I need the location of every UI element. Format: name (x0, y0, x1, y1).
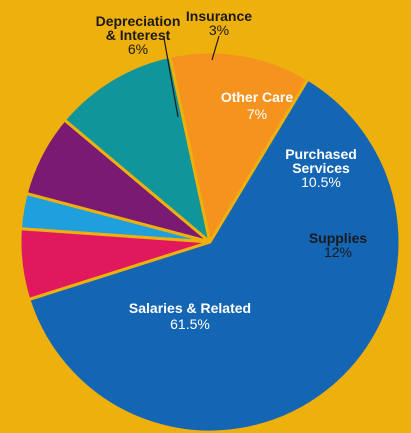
slice-name-purchased-services: Purchased (285, 146, 357, 162)
slice-labels: Insurance 3% Other Care 7% Purchased Services… (96, 8, 368, 332)
slice-name-insurance: Insurance (186, 8, 252, 24)
slice-name-depreciation-interest: Depreciation (96, 13, 181, 29)
slice-value-supplies: 12% (324, 244, 352, 260)
pie-slice-purchased-services (62, 54, 212, 244)
slice-label-purchased-services: Purchased Services 10.5% (285, 146, 357, 190)
pie-slice-depreciation-interest (18, 227, 212, 301)
slice-value-purchased-services: 10.5% (301, 174, 341, 190)
slice-label-depreciation-interest: Depreciation & Interest 6% (96, 13, 181, 57)
slice-label-supplies: Supplies 12% (309, 230, 368, 260)
slice-name-supplies: Supplies (309, 230, 368, 246)
slice-label-other-care: Other Care 7% (221, 89, 294, 122)
slice-value-depreciation-interest: 6% (128, 41, 148, 57)
slice-name-purchased-services: Services (292, 160, 350, 176)
slice-label-salaries-related: Salaries & Related 61.5% (129, 300, 251, 332)
pie-slice-supplies (168, 50, 310, 244)
slice-name-depreciation-interest: & Interest (106, 27, 171, 43)
slice-value-other-care: 7% (247, 106, 267, 122)
slice-name-salaries-related: Salaries & Related (129, 300, 251, 316)
leader-line-depreciation-interest (163, 37, 179, 118)
slice-value-salaries-related: 61.5% (170, 316, 210, 332)
leader-lines (163, 35, 220, 118)
pie-slice-salaries-related (27, 77, 402, 433)
slice-label-insurance: Insurance 3% (186, 8, 252, 38)
pie-slices (18, 50, 402, 433)
leader-line-insurance (211, 35, 220, 61)
slice-value-insurance: 3% (209, 22, 229, 38)
slice-name-other-care: Other Care (221, 89, 294, 105)
